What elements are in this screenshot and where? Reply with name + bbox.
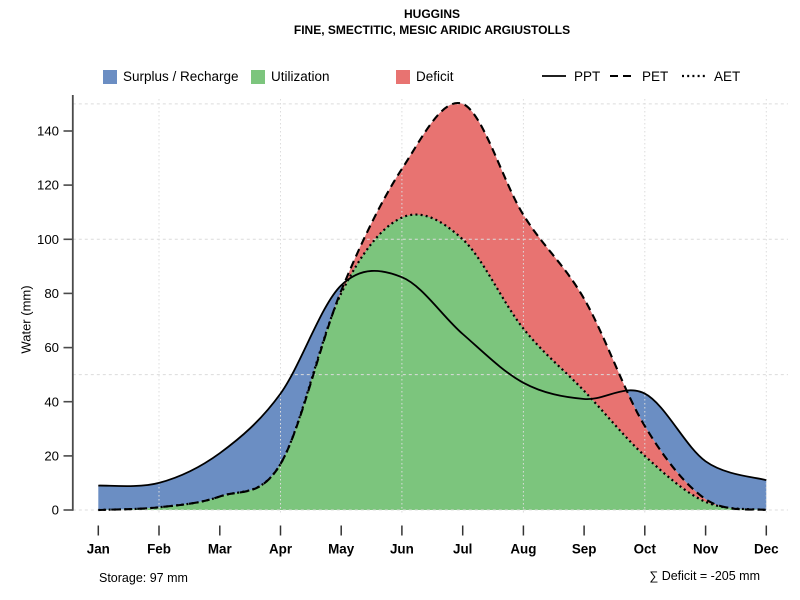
month-label: Feb — [147, 542, 171, 557]
y-tick-label: 0 — [52, 503, 59, 518]
legend-item-aet: AET — [681, 69, 740, 84]
y-tick-label: 80 — [44, 286, 59, 301]
dashed-line-icon — [609, 69, 635, 84]
month-label: May — [328, 542, 355, 557]
aet-line — [98, 213, 767, 512]
legend-item-utilization: Utilization — [251, 69, 330, 84]
storage-annotation: Storage: 97 mm — [99, 571, 188, 585]
legend-item-pet: PET — [609, 69, 668, 84]
y-tick-label: 60 — [44, 340, 59, 355]
legend-label-aet: AET — [714, 69, 741, 84]
deficit-area — [98, 102, 767, 511]
chart-title: HUGGINS — [403, 7, 460, 21]
month-label: Jul — [453, 542, 472, 557]
ppt-line — [98, 269, 767, 488]
y-tick-label: 20 — [44, 449, 59, 464]
legend-label-pet: PET — [642, 69, 669, 84]
month-label: Jun — [390, 542, 414, 557]
utilization-area — [98, 214, 767, 510]
month-label: Apr — [269, 542, 293, 557]
solid-line-icon — [541, 69, 567, 84]
month-label: Sep — [572, 542, 597, 557]
month-label: Nov — [693, 542, 719, 557]
y-tick-label: 120 — [37, 178, 59, 193]
y-tick-label: 140 — [37, 124, 59, 139]
dotted-line-icon — [681, 69, 707, 84]
utilization-swatch-icon — [251, 69, 265, 84]
deficit-sum-annotation: ∑ Deficit = -205 mm — [649, 569, 760, 583]
legend-label-ppt: PPT — [574, 69, 601, 84]
deficit-swatch-icon — [396, 69, 410, 84]
chart-subtitle: FINE, SMECTITIC, MESIC ARIDIC ARGIUSTOLL… — [293, 23, 571, 37]
month-label: Dec — [754, 542, 779, 557]
month-label: Jan — [87, 542, 110, 557]
legend-label-surplus: Surplus / Recharge — [123, 69, 239, 84]
legend-item-surplus: Surplus / Recharge — [103, 69, 239, 84]
month-label: Mar — [208, 542, 233, 557]
month-label: Aug — [510, 542, 536, 557]
legend-item-ppt: PPT — [541, 69, 600, 84]
legend-label-utilization: Utilization — [271, 69, 330, 84]
legend-label-deficit: Deficit — [416, 69, 454, 84]
y-tick-label: 40 — [44, 394, 59, 409]
month-label: Oct — [634, 542, 657, 557]
legend-item-deficit: Deficit — [396, 69, 454, 84]
surplus-swatch-icon — [103, 69, 117, 84]
y-tick-label: 100 — [37, 232, 59, 247]
